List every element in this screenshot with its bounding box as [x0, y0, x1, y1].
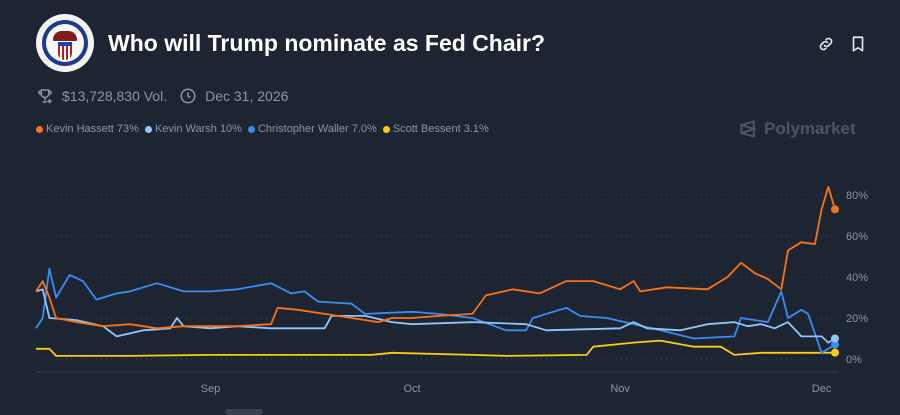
- x-tick-label: Oct: [403, 383, 420, 395]
- y-tick-label: 0%: [846, 354, 862, 366]
- scroll-thumb[interactable]: [225, 409, 263, 415]
- chart-legend: Kevin Hassett 73% Kevin Warsh 10% Christ…: [36, 123, 489, 135]
- x-tick-label: Dec: [812, 383, 832, 395]
- series-line-christopher-waller: [35, 267, 836, 354]
- legend-item-bessent: Scott Bessent 3.1%: [382, 123, 489, 135]
- legend-label: Kevin Hassett 73%: [46, 123, 139, 135]
- legend-label: Scott Bessent 3.1%: [392, 123, 489, 135]
- polymarket-watermark: Polymarket: [738, 119, 856, 139]
- polymarket-logo-icon: [740, 120, 757, 138]
- price-chart[interactable]: 0% 20% 40% 60% 80% Sep Oct Nov Dec: [0, 150, 900, 414]
- legend-item-waller: Christopher Waller 7.0%: [247, 123, 377, 135]
- legend-dot: [144, 125, 152, 133]
- trophy-icon: [38, 89, 52, 104]
- series-end-marker: [831, 340, 839, 349]
- fed-seal-logo: [36, 14, 94, 72]
- x-tick-label: Nov: [610, 383, 630, 395]
- end-date-text: Dec 31, 2026: [205, 88, 289, 104]
- y-tick-label: 20%: [846, 313, 868, 325]
- y-tick-label: 40%: [846, 272, 868, 284]
- series-end-marker: [831, 205, 839, 214]
- series-end-marker: [831, 334, 839, 343]
- y-tick-label: 80%: [846, 190, 868, 202]
- link-icon[interactable]: [817, 35, 835, 53]
- legend-item-warsh: Kevin Warsh 10%: [144, 123, 242, 135]
- clock-icon: [180, 88, 196, 104]
- series-line-kevin-warsh: [35, 288, 836, 344]
- legend-dot: [247, 125, 255, 133]
- legend-dot: [382, 125, 390, 133]
- x-tick-label: Sep: [201, 383, 221, 395]
- volume-text: $13,728,830 Vol.: [62, 88, 168, 104]
- brand-name: Polymarket: [764, 119, 856, 138]
- legend-label: Christopher Waller 7.0%: [257, 123, 377, 135]
- page-title: Who will Trump nominate as Fed Chair?: [108, 30, 546, 56]
- series-line-scott-bessent: [36, 339, 836, 357]
- market-meta: $13,728,830 Vol. Dec 31, 2026: [36, 87, 288, 105]
- legend-label: Kevin Warsh 10%: [154, 123, 242, 135]
- legend-item-hassett: Kevin Hassett 73%: [36, 123, 139, 135]
- y-tick-label: 60%: [846, 231, 868, 243]
- legend-dot: [36, 125, 43, 133]
- series-end-marker: [831, 348, 839, 357]
- series-line-kevin-hassett: [35, 185, 836, 330]
- bookmark-icon[interactable]: [849, 35, 867, 53]
